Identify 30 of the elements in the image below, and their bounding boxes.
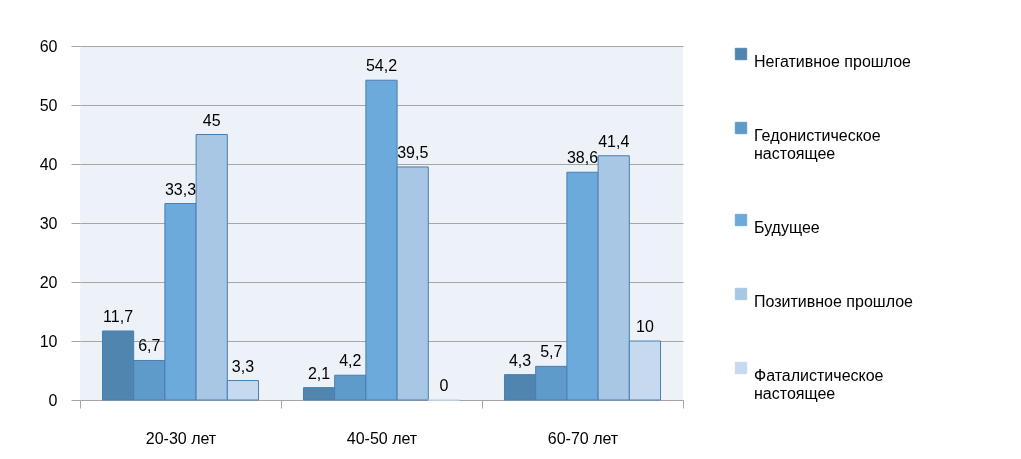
- legend-label: Негативное прошлое: [754, 53, 912, 70]
- data-label: 4,2: [339, 352, 362, 370]
- data-label: 39,5: [397, 143, 429, 161]
- data-label: 54,2: [365, 57, 398, 75]
- data-label: 10: [636, 318, 654, 335]
- y-tick-label: 30: [39, 214, 58, 232]
- data-label: 45: [202, 111, 221, 129]
- x-tick-label: 60-70 лет: [547, 429, 619, 447]
- y-tick-label: 40: [39, 155, 58, 173]
- x-tick-label: 40-50 лет: [346, 429, 418, 447]
- y-tick-label: 10: [39, 332, 58, 350]
- legend-label: Гедонистическое настоящее: [754, 127, 881, 162]
- y-tick-label: 0: [48, 391, 58, 409]
- y-tick-label: 20: [39, 273, 58, 291]
- data-label: 3,3: [231, 357, 255, 375]
- y-tick-label: 50: [39, 96, 58, 114]
- data-label: 11,7: [103, 307, 134, 325]
- data-label: 0: [439, 377, 449, 394]
- legend-label: Позитивное прошлое: [754, 293, 914, 310]
- data-label: 4,3: [508, 351, 532, 369]
- legend-label: Будущее: [754, 219, 820, 236]
- data-label: 5,7: [540, 343, 563, 361]
- data-label: 41,4: [598, 132, 630, 150]
- legend-label: Фаталистическое настоящее: [754, 367, 884, 402]
- data-label: 33,3: [164, 180, 197, 198]
- x-tick-label: 20-30 лет: [145, 429, 217, 447]
- data-label: 2,1: [307, 364, 331, 382]
- y-tick-label: 60: [39, 37, 58, 55]
- data-label: 6,7: [138, 337, 161, 355]
- data-label: 38,6: [566, 149, 599, 167]
